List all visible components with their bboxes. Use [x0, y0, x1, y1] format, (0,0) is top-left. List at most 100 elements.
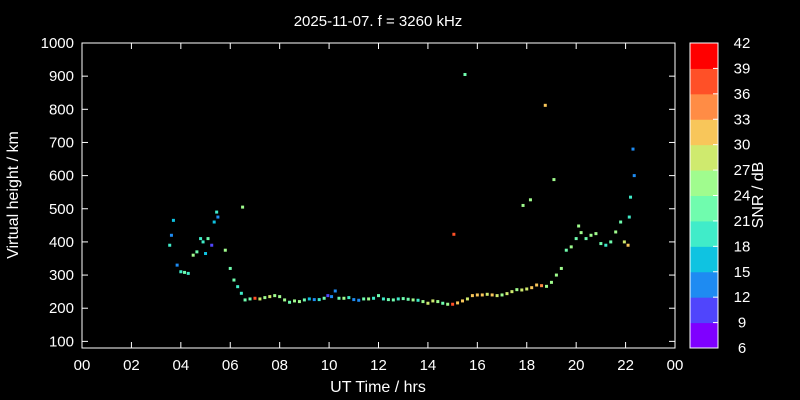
data-point	[626, 243, 630, 247]
x-tick-label: 04	[172, 357, 189, 374]
data-point	[337, 296, 341, 300]
data-point	[248, 297, 252, 301]
plot-border	[81, 42, 676, 349]
data-point	[554, 273, 558, 277]
colorbar-segment	[690, 43, 718, 69]
data-point	[223, 248, 227, 252]
colorbar-tick-label: 36	[734, 86, 751, 103]
colorbar-tick-label: 30	[734, 137, 751, 154]
colorbar-tick-label: 6	[738, 340, 746, 357]
data-point	[604, 243, 608, 247]
data-point	[342, 296, 346, 300]
data-point	[317, 298, 321, 302]
colorbar-segment	[690, 144, 718, 171]
data-point	[456, 301, 460, 305]
colorbar-tick-label: 21	[734, 213, 751, 230]
data-point	[204, 252, 208, 256]
y-tick-label: 200	[49, 300, 74, 317]
data-point	[535, 283, 539, 287]
colorbar-segment	[690, 322, 718, 349]
x-tick-label: 18	[518, 357, 535, 374]
data-point	[169, 233, 173, 237]
data-point	[212, 220, 216, 224]
data-point	[302, 298, 306, 302]
colorbar-tick-label: 39	[734, 60, 751, 77]
data-point	[268, 295, 272, 299]
data-point	[543, 103, 547, 107]
colorbar-tick-label: 12	[734, 289, 751, 306]
data-point	[186, 271, 190, 275]
y-tick-label: 1000	[41, 35, 74, 52]
x-tick-label: 06	[222, 357, 239, 374]
data-point	[396, 297, 400, 301]
x-axis-label: UT Time / hrs	[330, 379, 426, 396]
colorbar-segment	[690, 246, 718, 273]
data-point	[241, 205, 245, 209]
data-point	[228, 266, 232, 270]
data-point	[629, 195, 633, 199]
y-axis: 100 200 300 400 500 600 700 800 900 1000	[41, 35, 675, 350]
data-point	[609, 240, 613, 244]
data-point	[584, 237, 588, 241]
data-point	[579, 231, 583, 235]
data-point	[500, 293, 504, 297]
colorbar-tick-label: 27	[734, 162, 751, 179]
colorbar-tick-label: 9	[738, 315, 746, 332]
data-point	[330, 295, 334, 299]
data-point	[236, 285, 240, 289]
data-point	[195, 250, 199, 254]
data-point	[510, 290, 514, 294]
data-point	[210, 243, 214, 247]
data-point	[465, 297, 469, 301]
data-point	[406, 297, 410, 301]
data-point	[239, 291, 243, 295]
data-point	[183, 270, 187, 274]
data-point	[168, 243, 172, 247]
data-point	[292, 299, 296, 303]
data-point	[446, 302, 450, 306]
x-tick-label: 08	[271, 357, 288, 374]
data-point	[367, 297, 371, 301]
data-point	[278, 295, 282, 299]
data-point	[528, 198, 532, 202]
colorbar-segment	[690, 93, 718, 120]
data-point	[312, 298, 316, 302]
data-point	[631, 147, 635, 151]
data-points	[168, 72, 636, 306]
data-point	[525, 287, 529, 291]
y-axis-label: Virtual height / km	[5, 131, 22, 259]
data-point	[485, 292, 489, 296]
data-point	[622, 240, 626, 244]
data-point	[540, 284, 544, 288]
data-point	[426, 301, 430, 305]
y-tick-label: 700	[49, 134, 74, 151]
colorbar-segment	[690, 68, 718, 95]
plot-area	[81, 42, 676, 349]
x-tick-label: 14	[420, 357, 437, 374]
data-point	[401, 297, 405, 301]
data-point	[490, 293, 494, 297]
colorbar-label: SNR / dB	[750, 162, 767, 229]
data-point	[322, 296, 326, 300]
data-point	[545, 284, 549, 288]
y-tick-label: 500	[49, 201, 74, 218]
data-point	[201, 240, 205, 244]
colorbar-segment	[690, 170, 718, 196]
data-point	[362, 297, 366, 301]
colorbar-segment	[690, 297, 718, 324]
data-point	[307, 297, 311, 301]
y-tick-label: 900	[49, 68, 74, 85]
x-axis: 00 02 04 06 08 10 12 14 16 18 20 22 00	[74, 43, 683, 374]
data-point	[564, 248, 568, 252]
data-point	[577, 224, 581, 228]
colorbar-segment	[690, 195, 718, 222]
data-point	[495, 294, 499, 298]
data-point	[411, 298, 415, 302]
data-point	[179, 270, 183, 274]
data-point	[589, 233, 593, 237]
y-tick-label: 300	[49, 267, 74, 284]
x-tick-label: 10	[321, 357, 338, 374]
data-point	[333, 289, 337, 293]
data-point	[326, 294, 330, 298]
